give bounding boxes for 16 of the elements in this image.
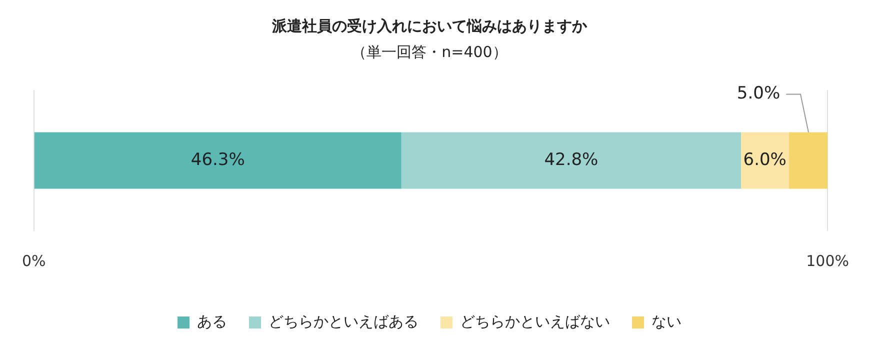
legend-label: ない xyxy=(652,312,682,330)
data-label: 46.3% xyxy=(190,150,245,170)
bar xyxy=(741,132,789,189)
bar xyxy=(34,132,402,189)
data-label: 42.8% xyxy=(544,150,598,170)
bar xyxy=(401,132,742,189)
legend-label: どちらかといえばある xyxy=(268,312,418,330)
bar xyxy=(788,132,828,189)
legend-label: どちらかといえばない xyxy=(460,312,610,330)
chart-title: 派遣社員の受け入れにおいて悩みはありますか xyxy=(271,16,588,35)
legend-label: ある xyxy=(197,312,227,330)
chart-subtitle: （単一回答・n=400） xyxy=(352,42,508,61)
data-label: 6.0% xyxy=(743,150,786,170)
x-tick-label: 0% xyxy=(22,252,46,270)
x-tick-label: 100% xyxy=(806,252,850,270)
data-label: 5.0% xyxy=(736,84,780,104)
